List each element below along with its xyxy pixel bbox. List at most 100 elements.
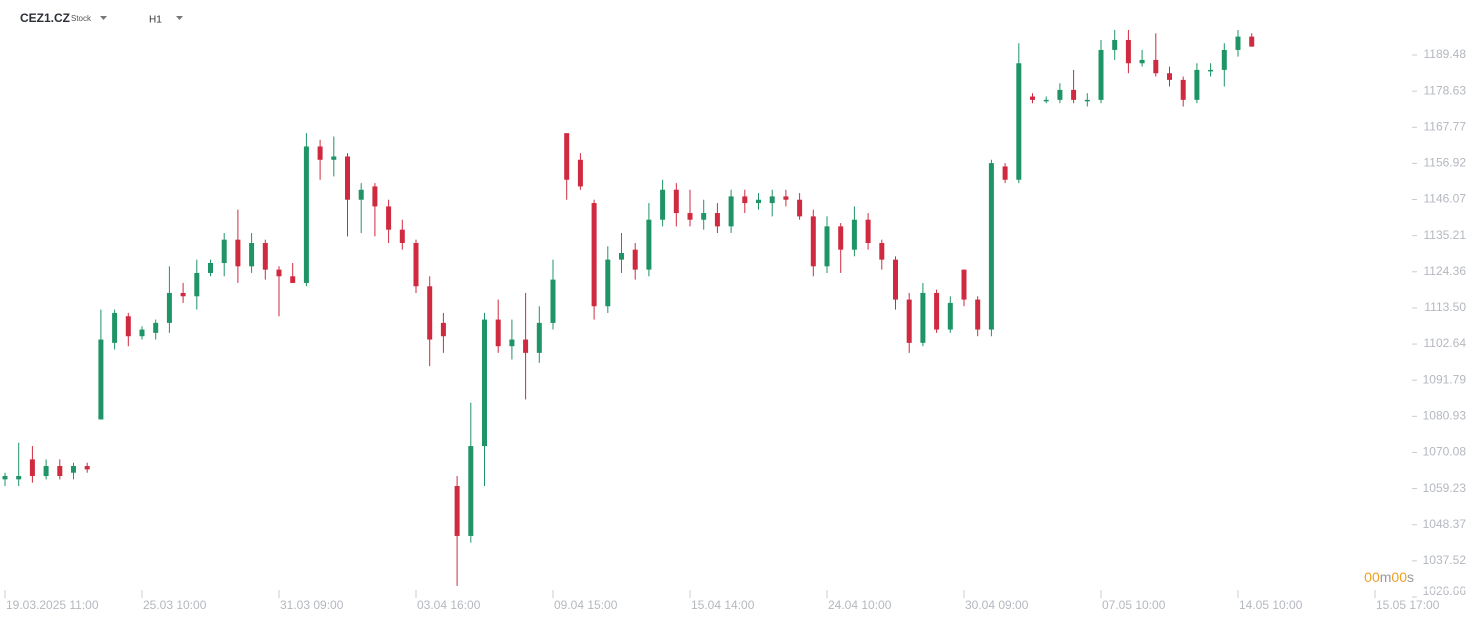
candle-body: [769, 196, 775, 204]
candle-body: [550, 279, 556, 323]
candle-body: [2, 476, 8, 480]
countdown-minutes: 00: [1364, 569, 1380, 585]
candle-body: [619, 252, 624, 260]
candle-body: [701, 213, 707, 220]
candle-body: [125, 316, 131, 337]
candle-body: [194, 272, 200, 297]
candle-body: [1180, 79, 1186, 100]
x-tick-label: 25.03 10:00: [143, 598, 207, 612]
candle-body: [386, 206, 392, 230]
symbol[interactable]: CEZ1.CZ: [20, 11, 70, 25]
candle-body: [714, 213, 720, 227]
candle-body: [29, 459, 35, 477]
y-tick-label: 1189.48: [1424, 47, 1467, 61]
y-tick-label: 1048.37: [1423, 517, 1467, 531]
y-tick-label: 1178.63: [1424, 83, 1467, 97]
y-tick-label: 1037.52: [1423, 553, 1467, 567]
candle-body: [564, 133, 570, 180]
candle-body: [851, 219, 857, 250]
x-tick-label: 24.04 10:00: [828, 598, 892, 612]
y-tick-label: 1026.66: [1423, 584, 1467, 598]
candle-body: [468, 446, 474, 536]
instrument-kind[interactable]: Stock: [71, 14, 92, 23]
candle-body: [934, 292, 940, 330]
candle-body: [1043, 99, 1049, 102]
candle-body: [221, 239, 227, 263]
candle-body: [290, 276, 296, 283]
candle-body: [1235, 36, 1241, 50]
candle-body: [276, 269, 282, 277]
candle-body: [112, 312, 118, 343]
candle-body: [1084, 99, 1090, 102]
candle-body: [1016, 63, 1022, 180]
candle-body: [865, 219, 871, 244]
candle-body: [43, 466, 49, 477]
countdown: 00m00s: [1364, 569, 1414, 585]
y-tick-label: 1124.36: [1424, 264, 1467, 278]
candle-body: [139, 329, 145, 337]
candle-body: [646, 219, 652, 270]
candle-body: [1112, 39, 1118, 50]
candle-body: [523, 339, 529, 353]
candle-body: [1153, 59, 1159, 74]
candle-body: [303, 146, 309, 283]
candle-body: [536, 322, 542, 353]
candle-body: [632, 249, 638, 270]
candle-body: [975, 299, 981, 330]
candle-body: [988, 163, 994, 330]
candle-body: [824, 226, 830, 267]
x-tick-label: 03.04 16:00: [417, 598, 481, 612]
x-tick-label: 15.05 17:00: [1376, 598, 1440, 612]
candle-body: [906, 299, 912, 343]
candle-body: [1002, 166, 1008, 180]
candle-body: [1071, 89, 1077, 100]
candle-body: [98, 339, 104, 420]
candle-body: [495, 319, 501, 347]
candle-body: [166, 292, 172, 323]
candle-body: [687, 213, 693, 220]
x-tick-label: 14.05 10:00: [1239, 598, 1303, 612]
candle-body: [249, 243, 255, 267]
candle-body: [331, 156, 337, 160]
candle-body: [84, 466, 90, 470]
candle-body: [153, 322, 159, 333]
candle-body: [660, 189, 666, 220]
y-tick-label: 1167.77: [1424, 119, 1467, 133]
candle-body: [577, 159, 583, 187]
x-tick-label: 07.05 10:00: [1102, 598, 1166, 612]
dropdown-arrow[interactable]: [100, 16, 107, 20]
candle-body: [440, 322, 446, 337]
candle-body: [399, 229, 405, 244]
y-tick-label: 1102.64: [1424, 336, 1467, 350]
dropdown-arrow[interactable]: [176, 16, 183, 20]
candle-body: [180, 292, 186, 297]
candle-body: [920, 292, 926, 343]
candle-body: [235, 239, 241, 267]
candle-body: [591, 203, 597, 307]
y-tick-label: 1091.79: [1423, 372, 1467, 386]
candle-body: [605, 259, 611, 307]
x-tick-label: 15.04 14:00: [691, 598, 755, 612]
x-tick-label: 19.03.2025 11:00: [6, 598, 99, 612]
y-tick-label: 1070.08: [1423, 445, 1467, 459]
candle-body: [345, 156, 350, 200]
candle-body: [961, 269, 967, 300]
timeframe[interactable]: H1: [149, 15, 162, 26]
candle-body: [16, 476, 22, 480]
candle-body: [427, 286, 433, 340]
candle-body: [1194, 69, 1200, 100]
x-tick-label: 09.04 15:00: [554, 598, 618, 612]
candle-body: [372, 186, 378, 207]
candle-body: [1098, 49, 1104, 100]
candle-body: [413, 243, 419, 287]
candle-body: [893, 259, 898, 300]
candle-body: [509, 339, 515, 347]
candle-body: [1249, 36, 1255, 47]
candle-body: [262, 243, 268, 270]
candle-body: [1057, 89, 1063, 100]
candle-body: [673, 189, 679, 214]
candle-body: [742, 196, 748, 204]
y-tick-label: 1080.93: [1423, 409, 1467, 423]
candle-body: [71, 466, 76, 473]
